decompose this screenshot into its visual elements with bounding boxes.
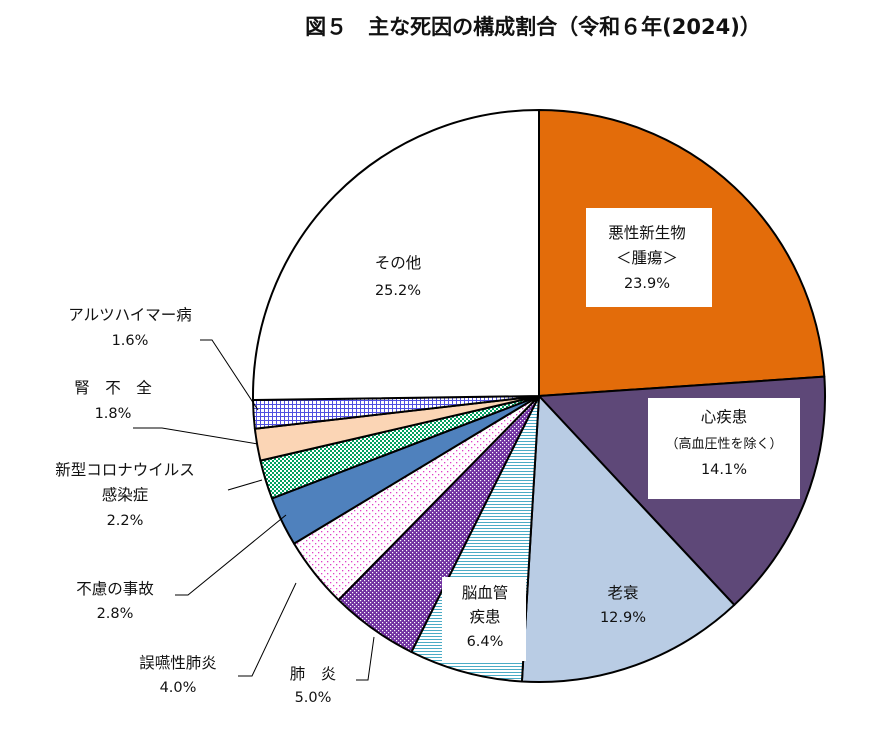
pie-slice-senility xyxy=(520,395,736,683)
slice-value-senility: 12.9% xyxy=(600,610,646,626)
slice-value-cerebrovascular-disease: 6.4% xyxy=(467,634,504,650)
slice-label-heart-disease-line-2: （高血圧性を除く） xyxy=(665,436,782,452)
slice-value-heart-disease: 14.1% xyxy=(701,462,747,478)
label-box-heart-disease xyxy=(648,398,800,499)
label-box-cerebrovascular-disease xyxy=(442,577,526,661)
leader-line-aspiration-pneumonia xyxy=(238,582,297,677)
leader-line-accidents xyxy=(175,514,287,596)
leader-line-pneumonia xyxy=(356,636,375,681)
slice-label-covid-19-line-1: 新型コロナウイルス xyxy=(55,461,195,479)
slice-value-pneumonia: 5.0% xyxy=(295,690,332,706)
slice-label-alzheimers-disease: アルツハイマー病 xyxy=(68,306,192,324)
slice-label-senility: 老衰 xyxy=(607,584,638,602)
slice-value-malignant-neoplasm: 23.9% xyxy=(624,276,670,292)
slice-label-covid-19-line-2: 感染症 xyxy=(102,486,149,504)
slice-label-malignant-neoplasm-line-1: 悪性新生物 xyxy=(608,224,686,242)
slice-label-aspiration-pneumonia: 誤嚥性肺炎 xyxy=(139,654,217,672)
pie-slices xyxy=(252,109,826,683)
slice-value-accidents: 2.8% xyxy=(97,606,134,622)
slice-label-cerebrovascular-disease-line-1: 脳血管 xyxy=(462,584,509,602)
slice-label-pneumonia: 肺 炎 xyxy=(290,665,337,683)
slice-label-accidents: 不慮の事故 xyxy=(76,580,154,598)
leader-line-renal-failure xyxy=(133,427,259,445)
slice-label-cerebrovascular-disease-line-2: 疾患 xyxy=(469,608,500,626)
slice-value-aspiration-pneumonia: 4.0% xyxy=(160,680,197,696)
slice-label-renal-failure: 腎 不 全 xyxy=(74,379,152,397)
label-box-malignant-neoplasm xyxy=(586,208,712,307)
label-boxes xyxy=(442,208,800,661)
slice-value-covid-19: 2.2% xyxy=(107,513,144,529)
slice-value-other: 25.2% xyxy=(375,283,421,299)
slice-label-malignant-neoplasm-line-2: ＜腫瘍＞ xyxy=(616,249,678,267)
leader-line-alzheimers-disease xyxy=(200,339,259,411)
leader-line-covid-19 xyxy=(227,479,263,491)
slice-value-alzheimers-disease: 1.6% xyxy=(112,333,149,349)
slice-value-renal-failure: 1.8% xyxy=(95,406,132,422)
leader-lines xyxy=(133,339,375,681)
chart-title: 図５ 主な死因の構成割合（令和６年(2024)） xyxy=(305,15,761,39)
slice-labels: 悪性新生物 ＜腫瘍＞ 23.9% 心疾患 （高血圧性を除く） 14.1% 老衰 12.9% 脳血… xyxy=(55,224,782,706)
pie-slice-other xyxy=(252,109,540,402)
slice-label-heart-disease-line-1: 心疾患 xyxy=(701,408,748,426)
slice-label-other: その他 xyxy=(375,254,422,272)
